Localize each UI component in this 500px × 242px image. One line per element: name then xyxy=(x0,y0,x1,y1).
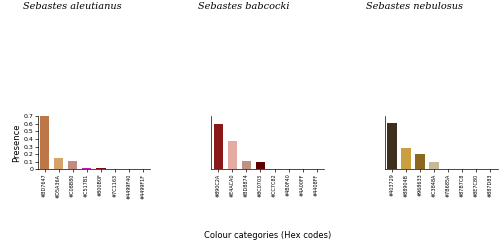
Y-axis label: Presence: Presence xyxy=(12,123,20,162)
Bar xyxy=(402,148,411,169)
Bar xyxy=(82,168,92,169)
Bar xyxy=(54,158,64,169)
Bar xyxy=(68,161,78,169)
Bar xyxy=(388,122,397,169)
Bar xyxy=(96,168,106,169)
Bar xyxy=(256,162,266,169)
Bar xyxy=(214,124,224,169)
Bar xyxy=(242,161,252,169)
Bar xyxy=(40,116,50,169)
Text: Sebastes nebulosus: Sebastes nebulosus xyxy=(366,2,462,11)
Bar xyxy=(430,162,440,169)
Bar xyxy=(228,141,237,169)
Bar xyxy=(416,154,426,169)
Text: Sebastes aleutianus: Sebastes aleutianus xyxy=(23,2,122,11)
Text: Colour categories (Hex codes): Colour categories (Hex codes) xyxy=(204,231,331,240)
Text: Sebastes babcocki: Sebastes babcocki xyxy=(198,2,289,11)
